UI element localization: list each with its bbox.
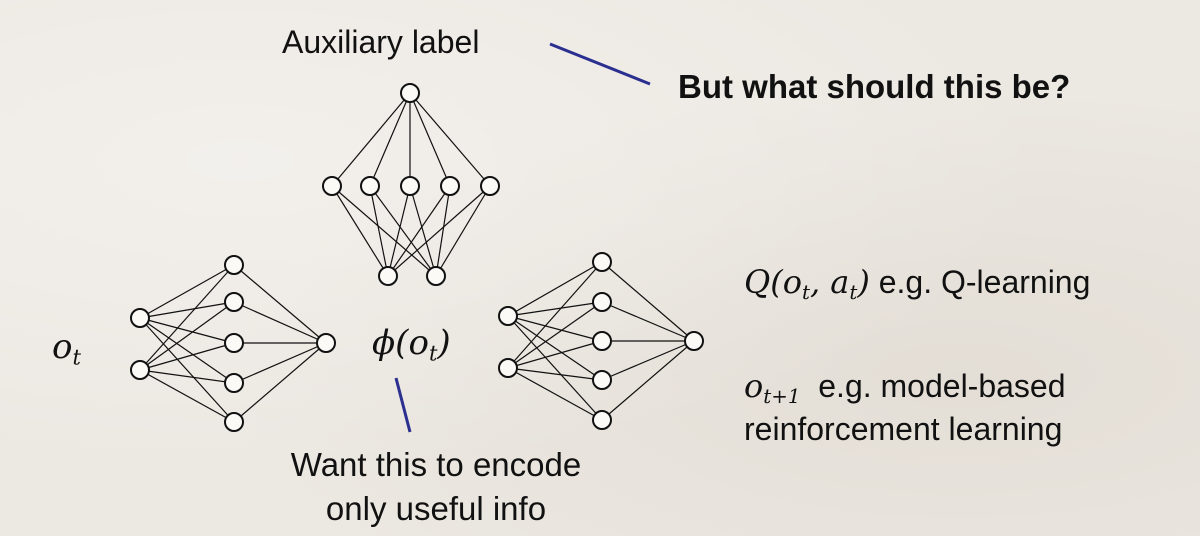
task-head-output-node (684, 331, 704, 351)
task-head-edge (507, 301, 603, 369)
task-head-hidden-node (592, 252, 612, 272)
auxiliary-label: Auxiliary label (282, 24, 480, 60)
task-head-edge (601, 261, 695, 342)
task-head-edge (601, 301, 695, 342)
model-based-label-line2: reinforcement learning (744, 411, 1063, 447)
task-head-hidden-node (592, 370, 612, 390)
auxiliary-edge (331, 185, 389, 277)
auxiliary-hidden-node (322, 176, 342, 196)
encoder-edge (139, 369, 235, 384)
auxiliary-edge (369, 185, 437, 277)
task-head-edge (507, 315, 603, 381)
auxiliary-edge (435, 185, 491, 277)
encoder-output-node (316, 333, 336, 353)
task-head-edge (507, 367, 603, 381)
encoder-edge (139, 301, 235, 319)
q-learning-label: Q(ot, at) e.g. Q-learning (744, 263, 1091, 304)
encoder-edge (233, 264, 327, 344)
auxiliary-hidden-node (480, 176, 500, 196)
encoder-edge (139, 301, 235, 371)
auxiliary-edge (409, 92, 491, 187)
encoder-edge (139, 264, 235, 319)
encoder-hidden-node (224, 255, 244, 275)
encoder-representation-label: ϕ(ot) (372, 323, 451, 366)
encoder-edge (139, 342, 235, 371)
model-based-label-line1: ot+1 e.g. model-based (744, 367, 1066, 408)
auxiliary-input-node (426, 266, 446, 286)
encoder-hidden-node (224, 292, 244, 312)
task-head-edge (507, 261, 603, 317)
encoder-edge (233, 342, 327, 384)
encode-useful-info-line2: only useful info (325, 490, 547, 527)
encoder-edge (139, 369, 235, 423)
auxiliary-edge (331, 185, 437, 277)
encoder-edge (139, 264, 235, 371)
encoder-edge (139, 317, 235, 384)
auxiliary-edge (369, 185, 389, 277)
encoder-input-node (130, 308, 150, 328)
input-observation-label: ot (52, 327, 81, 370)
task-head-input-node (498, 358, 518, 378)
task-head-hidden-node (592, 292, 612, 312)
task-head-edge (507, 315, 603, 342)
auxiliary-edge (331, 92, 411, 187)
auxiliary-hidden-node (360, 176, 380, 196)
encoder-hidden-node (224, 412, 244, 432)
task-head-hidden-node (592, 410, 612, 430)
task-head-edge (601, 340, 695, 421)
auxiliary-edge (387, 185, 491, 277)
auxiliary-edge (435, 185, 451, 277)
question-label: But what should this be? (678, 68, 1071, 105)
encoder-edge (139, 317, 235, 344)
auxiliary-edge (409, 92, 451, 187)
auxiliary-hidden-node (440, 176, 460, 196)
encoder-edge (233, 342, 327, 423)
auxiliary-edge (369, 92, 411, 187)
encoder-edge (139, 317, 235, 423)
task-head-edge (507, 315, 603, 421)
auxiliary-output-node (400, 83, 420, 103)
encoder-hidden-node (224, 333, 244, 353)
task-head-edge (601, 340, 695, 381)
task-head-edge (507, 367, 603, 421)
encoder-edge (233, 301, 327, 344)
task-head-edge (507, 301, 603, 317)
encoder-pointer-line (394, 377, 412, 433)
auxiliary-hidden-node (400, 176, 420, 196)
auxiliary-pointer-line (549, 42, 651, 86)
auxiliary-edge (387, 185, 451, 277)
encoder-input-node (130, 360, 150, 380)
task-head-input-node (498, 306, 518, 326)
auxiliary-input-node (378, 266, 398, 286)
task-head-edge (507, 261, 603, 369)
task-head-hidden-node (592, 331, 612, 351)
task-head-edge (507, 340, 603, 369)
auxiliary-edge (409, 185, 437, 277)
auxiliary-edge (387, 185, 411, 277)
encode-useful-info-line1: Want this to encode (290, 446, 582, 483)
encoder-hidden-node (224, 373, 244, 393)
